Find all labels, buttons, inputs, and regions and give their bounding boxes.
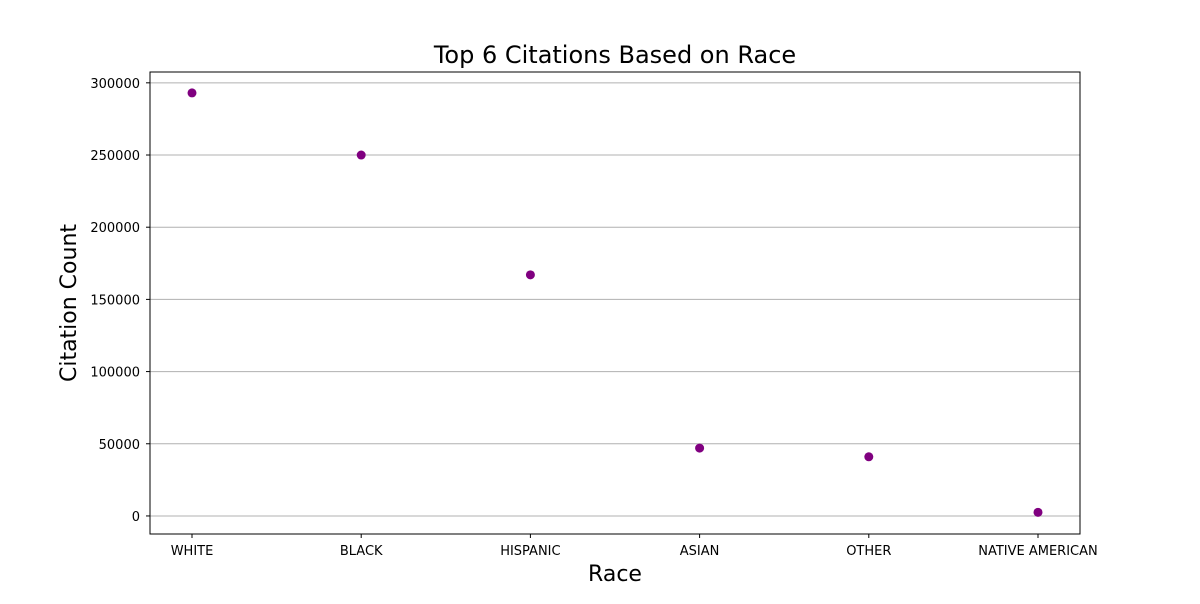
scatter-point [525, 270, 535, 280]
y-tick-label: 100000 [90, 366, 140, 381]
chart-title: Top 6 Citations Based on Race [433, 41, 796, 69]
y-tick-label: 150000 [90, 293, 140, 308]
x-tick-label: NATIVE AMERICAN [978, 544, 1098, 559]
x-axis-label: Race [588, 562, 642, 587]
y-axis: 0 50000 100000 150000 200000 250000 300000 [90, 77, 150, 525]
marks-layer [187, 88, 1043, 517]
y-axis-label: Citation Count [57, 224, 82, 382]
scatter-point [1033, 507, 1043, 517]
x-tick-label: HISPANIC [500, 544, 560, 559]
y-tick-label: 300000 [90, 77, 140, 92]
x-tick-label: BLACK [340, 544, 383, 559]
scatter-point [356, 150, 366, 160]
x-tick-label: WHITE [171, 544, 214, 559]
plot-frame [149, 71, 1081, 535]
y-tick-label: 250000 [90, 149, 140, 164]
x-axis: WHITE BLACK HISPANIC ASIAN OTHER NATIVE AMERI… [171, 534, 1098, 559]
scatter-point [187, 88, 197, 98]
x-tick-label: OTHER [846, 544, 891, 559]
x-tick-label: ASIAN [680, 544, 720, 559]
scatter-point [864, 452, 874, 462]
y-tick-label: 0 [132, 510, 140, 525]
y-tick-label: 200000 [90, 221, 140, 236]
scatter-point [695, 443, 705, 453]
y-tick-label: 50000 [99, 438, 140, 453]
grid-layer [150, 82, 1080, 517]
